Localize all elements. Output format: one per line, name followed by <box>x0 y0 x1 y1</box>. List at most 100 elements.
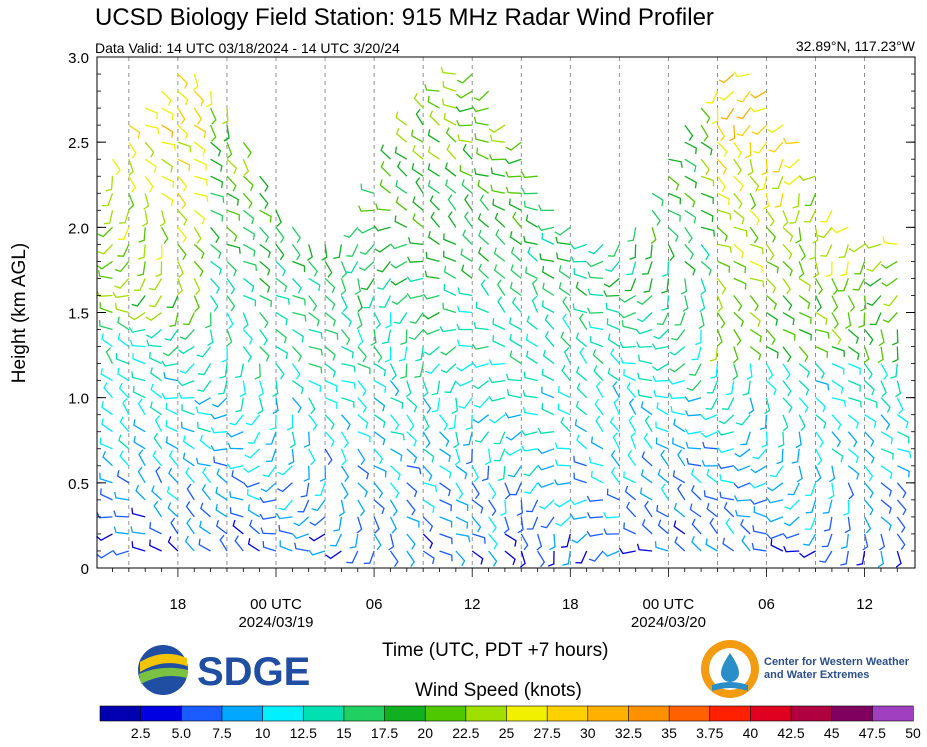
wind-barb <box>206 91 213 108</box>
wind-barb <box>177 192 187 210</box>
wind-barb <box>766 311 779 326</box>
wind-barb <box>409 312 424 324</box>
wind-barb <box>558 265 571 279</box>
wind-barb <box>442 302 457 314</box>
wind-barb <box>197 380 212 393</box>
wind-barb <box>242 243 256 257</box>
wind-barb <box>292 294 306 306</box>
wind-barb <box>260 527 277 535</box>
wind-barb <box>473 116 489 126</box>
colorbar-tick-label: 27.5 <box>534 725 561 741</box>
wind-barb <box>439 533 453 545</box>
wind-barb <box>166 486 179 501</box>
wind-barb <box>379 179 391 194</box>
wind-barb <box>823 516 833 532</box>
colorbar-tick-label: 10 <box>255 725 271 741</box>
wind-barb <box>457 134 473 143</box>
wind-barb <box>427 129 440 143</box>
wind-barb <box>606 318 620 331</box>
wind-barb <box>523 235 538 246</box>
wind-barb <box>141 210 149 227</box>
wind-barb <box>292 328 305 343</box>
wind-barb <box>131 541 146 552</box>
wind-barb <box>197 363 212 376</box>
wind-barb <box>892 346 899 363</box>
wind-barb <box>390 243 408 250</box>
wind-barb <box>184 535 195 552</box>
wind-barb <box>691 536 702 552</box>
wind-barb <box>182 435 195 450</box>
wind-barb <box>340 261 348 279</box>
x-tick-label: 06 <box>366 596 383 613</box>
wind-barb <box>619 341 636 349</box>
wind-barb <box>612 432 620 450</box>
wind-barb <box>427 163 440 177</box>
wind-barb <box>455 90 473 99</box>
wind-barb <box>138 244 146 260</box>
wind-barb <box>815 431 824 448</box>
colorbar-tick-label: 20 <box>417 725 433 741</box>
wind-barb <box>243 465 260 473</box>
wind-barb <box>880 363 889 380</box>
wind-barb <box>770 539 784 552</box>
wind-barb <box>864 397 878 409</box>
wind-barb <box>831 226 849 234</box>
wind-barb <box>324 397 338 409</box>
wind-barb <box>363 295 375 309</box>
wind-barb <box>406 550 415 567</box>
wind-barb <box>750 465 767 474</box>
wind-barb <box>864 499 874 516</box>
wind-barb <box>242 158 250 176</box>
wind-barb <box>541 232 555 245</box>
colorbar-label: Wind Speed (knots) <box>415 680 582 701</box>
wind-barb <box>395 180 408 194</box>
wind-barb <box>838 244 849 259</box>
wind-barb <box>815 397 826 413</box>
wind-barb <box>340 295 348 313</box>
wind-barb <box>117 227 130 240</box>
wind-barb <box>798 294 811 310</box>
wind-barb <box>768 141 784 153</box>
wind-barb <box>300 482 310 498</box>
wind-barb <box>314 482 326 496</box>
colorbar-swatch <box>384 705 426 722</box>
wind-barb <box>717 260 731 273</box>
wind-barb <box>391 295 408 305</box>
wind-barb <box>308 260 318 277</box>
wind-barb <box>455 482 464 500</box>
wind-barb <box>866 295 882 306</box>
wind-barb <box>847 295 856 312</box>
wind-barb <box>161 90 172 106</box>
wind-barb <box>259 312 269 329</box>
wind-barb <box>684 396 702 403</box>
wind-barb <box>415 108 424 126</box>
wind-barb <box>496 279 506 296</box>
wind-barb <box>831 329 842 345</box>
wind-barb <box>828 482 835 500</box>
wind-barb <box>684 158 697 173</box>
wind-barb <box>138 227 146 243</box>
x-tick-label: 00 UTC <box>643 596 695 613</box>
wind-barb <box>575 400 588 416</box>
wind-barb <box>439 482 451 497</box>
wind-barb <box>275 294 290 305</box>
wind-barb <box>864 482 874 499</box>
wind-barb <box>131 371 146 382</box>
wind-barb <box>193 124 207 138</box>
wind-barb <box>556 252 571 263</box>
wind-barb <box>406 276 424 283</box>
wind-barb <box>115 303 129 314</box>
wind-barb <box>272 397 279 415</box>
wind-barb <box>504 158 522 165</box>
wind-barb <box>847 414 860 429</box>
wind-barb <box>736 124 751 137</box>
wind-barb <box>717 429 734 436</box>
wind-barb <box>508 198 522 211</box>
wind-barb <box>472 343 489 350</box>
wind-barb <box>561 364 571 382</box>
wind-barb <box>242 346 252 363</box>
wind-barb <box>587 288 604 297</box>
wind-barb <box>357 414 369 429</box>
wind-barb <box>896 482 907 499</box>
wind-barb <box>575 281 588 297</box>
